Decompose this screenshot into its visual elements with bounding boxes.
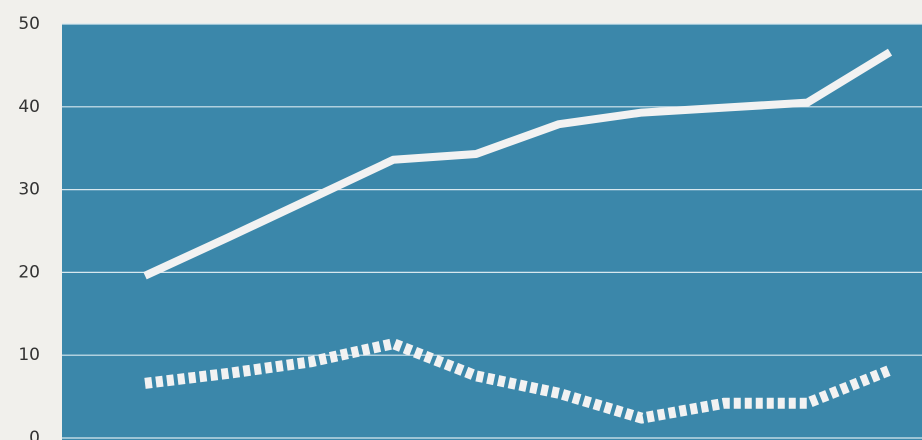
series-line <box>143 48 893 280</box>
y-tick-label: 0 <box>29 428 40 440</box>
y-tick-label: 40 <box>18 97 40 117</box>
series-line <box>144 338 893 424</box>
y-tick-label: 30 <box>18 180 40 200</box>
y-tick-label: 20 <box>18 262 40 282</box>
y-tick-label: 50 <box>18 14 40 34</box>
y-tick-label: 10 <box>18 345 40 365</box>
